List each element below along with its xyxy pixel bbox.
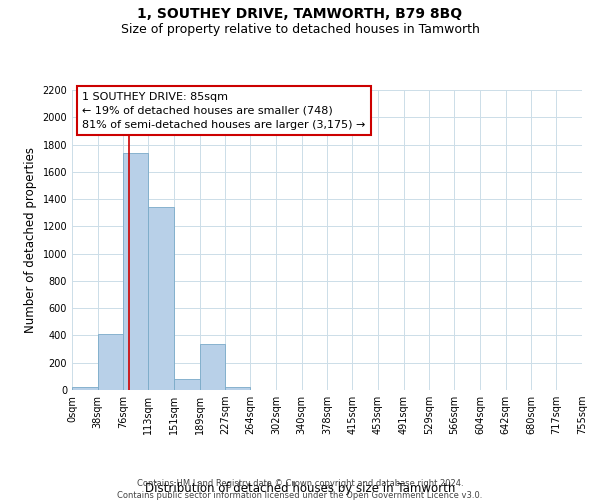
- Bar: [200, 344, 226, 390]
- Text: 1, SOUTHEY DRIVE, TAMWORTH, B79 8BQ: 1, SOUTHEY DRIVE, TAMWORTH, B79 8BQ: [137, 8, 463, 22]
- Bar: [226, 386, 250, 390]
- Text: Size of property relative to detached houses in Tamworth: Size of property relative to detached ho…: [121, 22, 479, 36]
- Text: Contains HM Land Registry data © Crown copyright and database right 2024.
Contai: Contains HM Land Registry data © Crown c…: [118, 479, 482, 500]
- Y-axis label: Number of detached properties: Number of detached properties: [24, 147, 37, 333]
- Bar: [124, 152, 148, 390]
- Bar: [174, 379, 200, 390]
- Bar: [98, 334, 124, 390]
- Bar: [72, 388, 98, 390]
- Bar: [148, 208, 174, 390]
- Text: Distribution of detached houses by size in Tamworth: Distribution of detached houses by size …: [145, 482, 455, 495]
- Text: 1 SOUTHEY DRIVE: 85sqm
← 19% of detached houses are smaller (748)
81% of semi-de: 1 SOUTHEY DRIVE: 85sqm ← 19% of detached…: [82, 92, 365, 130]
